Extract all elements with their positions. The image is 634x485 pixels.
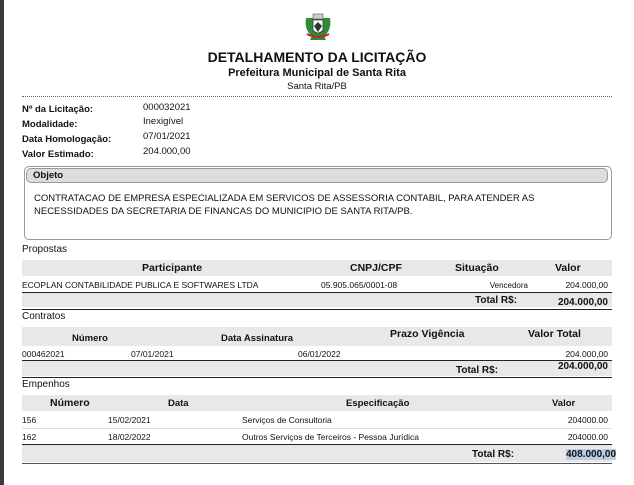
contratos-total-row [22,361,612,376]
col-participante: Participante [142,262,203,274]
col-situacao: Situação [455,262,499,274]
col-valor-total: Valor Total [528,328,581,340]
section-propostas: Propostas [22,244,68,255]
col-prazo-vigencia: Prazo Vigência [390,328,465,340]
section-empenhos: Empenhos [22,379,70,390]
contratos-total-value: 204.000,00 [557,361,608,372]
proposta-valor: 204.000,00 [565,280,608,290]
row-divider [22,444,612,445]
field-value-modalidade: Inexigível [143,116,184,127]
page-subtitle: Prefeitura Municipal de Santa Rita [228,67,406,79]
section-contratos: Contratos [22,311,66,322]
empenho-especificacao: Outros Serviços de Terceiros - Pessoa Ju… [242,432,419,442]
row-divider [22,463,612,464]
col-cnpj: CNPJ/CPF [350,262,402,274]
contratos-total-label: Total R$: [456,365,499,376]
empenhos-total-value[interactable]: 408.000,00 [566,449,617,460]
contrato-prazo: 06/01/2022 [298,349,341,359]
row-divider [22,292,612,293]
col-data-assinatura: Data Assinatura [221,333,293,344]
contrato-valor: 204.000,00 [565,349,608,359]
field-label-modalidade: Modalidade: [22,119,78,130]
empenho-numero: 162 [22,432,37,442]
empenhos-total-row [22,445,612,462]
propostas-total-value: 204.000,00 [557,297,608,308]
row-divider [22,428,612,429]
col-numero: Número [50,397,90,409]
contrato-numero: 000462021 [22,349,65,359]
contratos-header-row [22,327,612,346]
field-value-numero: 000032021 [143,102,191,113]
coat-of-arms-logo [305,13,331,40]
objeto-header: Objeto [26,168,608,183]
empenho-valor: 204000.00 [567,415,608,425]
col-especificacao: Especificação [346,398,410,409]
page-title: DETALHAMENTO DA LICITAÇÃO [207,49,427,65]
empenho-numero: 156 [22,415,37,425]
row-divider [22,360,612,361]
contrato-data-assinatura: 07/01/2021 [131,349,174,359]
propostas-total-label: Total R$: [475,295,518,306]
row-divider [22,309,612,310]
proposta-situacao: Vencedora [489,281,528,290]
col-valor: Valor [552,398,576,409]
proposta-cnpj: 05.905.065/0001-08 [321,280,398,290]
propostas-total-row [22,293,612,307]
empenho-valor: 204000.00 [567,432,608,442]
objeto-box [24,166,612,240]
row-divider [22,377,612,378]
empenho-data: 18/02/2022 [108,432,151,442]
field-label-numero: Nº da Licitação: [22,104,94,115]
empenhos-header-row [22,395,612,411]
proposta-participante: ECOPLAN CONTABILIDADE PUBLICA E SOFTWARE… [22,280,259,290]
col-numero: Número [72,333,108,344]
divider [22,96,612,97]
col-data: Data [168,398,189,409]
field-value-valor-estimado: 204.000,00 [143,146,191,157]
empenho-especificacao: Serviços de Consultoria [242,415,332,425]
empenhos-total-label: Total R$: [472,449,515,460]
field-label-valor-estimado: Valor Estimado: [22,149,94,160]
objeto-text: CONTRATACAO DE EMPRESA ESPECIALIZADA EM … [34,193,535,217]
field-label-data-homologacao: Data Homologação: [22,134,112,145]
empenho-data: 15/02/2021 [108,415,151,425]
field-value-data-homologacao: 07/01/2021 [143,131,191,142]
propostas-header-row [22,260,612,276]
window-left-border [0,0,4,485]
col-valor: Valor [555,262,581,274]
location: Santa Rita/PB [287,81,347,92]
